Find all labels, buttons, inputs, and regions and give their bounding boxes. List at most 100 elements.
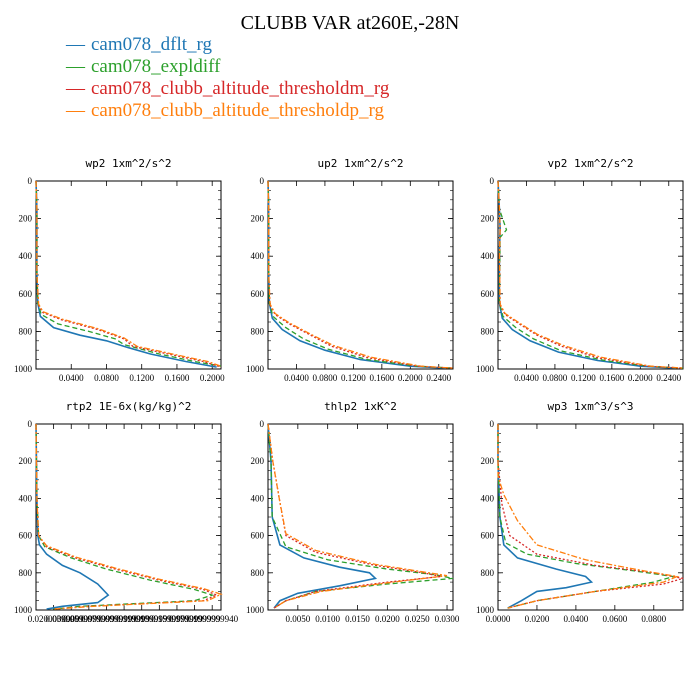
x-tick-label: 0.0300	[435, 614, 460, 624]
x-tick-label: 0.0999999999	[98, 614, 150, 624]
chart-title: rtp2 1E-6x(kg/kg)^2	[66, 400, 192, 413]
legend: — cam078_dflt_rg — cam078_expldiff — cam078…	[66, 34, 389, 122]
x-tick-label: 0.0200	[375, 614, 400, 624]
x-tick-label: 0.0250	[405, 614, 430, 624]
chart-panel: rtp2 1E-6x(kg/kg)^2 0 200 400 600 800 10000.02…	[14, 400, 239, 624]
y-tick-label: 1000	[476, 364, 495, 374]
y-tick-label: 200	[251, 214, 265, 224]
y-tick-label: 800	[19, 326, 33, 336]
y-tick-label: 800	[481, 568, 495, 578]
legend-label: cam078_dflt_rg	[91, 34, 213, 55]
y-tick-label: 400	[481, 493, 495, 503]
y-tick-label: 1000	[246, 364, 265, 374]
y-tick-label: 0	[28, 176, 33, 186]
series-line	[35, 423, 215, 610]
y-tick-label: 600	[481, 289, 495, 299]
x-tick-label: 0.0599999999	[63, 614, 115, 624]
series-line	[497, 180, 676, 369]
legend-swatch: —	[66, 100, 85, 121]
y-tick-label: 600	[251, 289, 265, 299]
legend-label: cam078_clubb_altitude_thresholdp_rg	[91, 100, 385, 121]
chart-panel: wp2 1xm^2/s^2 0 200 400 600 800 1000 0.0400 0.08…	[14, 157, 225, 383]
y-tick-label: 1000	[476, 605, 495, 615]
series-line	[497, 424, 674, 609]
series-line	[267, 180, 454, 369]
x-tick-label: 0.2000	[398, 373, 423, 383]
x-tick-label: 0.0400	[514, 373, 539, 383]
series-line	[267, 180, 446, 369]
chart-title: wp3 1xm^3/s^3	[547, 400, 633, 413]
y-tick-label: 400	[251, 493, 265, 503]
chart-panel: up2 1xm^2/s^2 0 200 400 600 800 1000 0.0400 0.08…	[246, 157, 454, 383]
chart-title: vp2 1xm^2/s^2	[547, 157, 633, 170]
x-tick-label: 0.0150	[345, 614, 370, 624]
legend-label: cam078_clubb_altitude_thresholdm_rg	[91, 78, 390, 99]
x-tick-label: 0.1600	[599, 373, 624, 383]
x-tick-label: 0.2000	[628, 373, 653, 383]
x-tick-label: 0.1799999999	[169, 614, 221, 624]
series-line	[267, 423, 448, 609]
y-tick-label: 0	[260, 176, 265, 186]
x-tick-label: 0.0400	[59, 373, 84, 383]
plot-frame	[35, 423, 222, 611]
plot-frame	[267, 180, 454, 370]
x-tick-label: 0.0399999999	[45, 614, 97, 624]
x-tick-label: 0.0100	[315, 614, 340, 624]
y-tick-label: 800	[251, 568, 265, 578]
legend-item-expldiff: — cam078_expldiff	[66, 56, 389, 78]
x-tick-label: 0.0800	[313, 373, 338, 383]
chart-title: up2 1xm^2/s^2	[317, 157, 403, 170]
legend-swatch: —	[66, 78, 85, 99]
x-tick-label: 0.0400	[284, 373, 309, 383]
x-tick-label: 0.1600	[165, 373, 190, 383]
y-tick-label: 800	[481, 326, 495, 336]
y-tick-label: 400	[19, 251, 33, 261]
series-line	[267, 180, 454, 369]
chart-title: wp2 1xm^2/s^2	[85, 157, 171, 170]
x-tick-label: 0.1199999999	[116, 614, 168, 624]
x-tick-label: 0.2400	[656, 373, 681, 383]
x-tick-label: 0.0800	[94, 373, 119, 383]
legend-swatch: —	[66, 56, 85, 77]
y-tick-label: 0	[28, 419, 33, 429]
series-line	[267, 423, 378, 609]
y-tick-label: 1000	[14, 364, 33, 374]
x-tick-label: 0.0400	[564, 614, 589, 624]
y-tick-label: 600	[19, 531, 33, 541]
series-line	[497, 424, 594, 609]
y-tick-label: 600	[19, 289, 33, 299]
x-tick-label: 0.0050	[285, 614, 310, 624]
y-tick-label: 0	[490, 176, 495, 186]
legend-item-thresholdp: — cam078_clubb_altitude_thresholdp_rg	[66, 100, 389, 122]
x-tick-label: 0.0800	[543, 373, 568, 383]
chart-panel: thlp2 1xK^2 0 200 400 600 800 1000 0.0050 0.0100…	[246, 400, 460, 624]
x-tick-label: 0.1200	[571, 373, 596, 383]
plot-frame	[35, 180, 222, 370]
x-tick-label: 0.1200	[341, 373, 366, 383]
series-line	[497, 424, 680, 609]
series-line	[267, 180, 454, 369]
legend-label: cam078_expldiff	[91, 56, 221, 77]
series-line	[497, 180, 684, 369]
x-tick-label: 0.1999999940	[186, 614, 238, 624]
y-tick-label: 600	[251, 531, 265, 541]
x-tick-label: 0.1200	[129, 373, 154, 383]
x-tick-label: 0.0800	[641, 614, 666, 624]
x-tick-label: 0.0200	[525, 614, 550, 624]
x-tick-label: 0.1599999999	[151, 614, 203, 624]
x-tick-label: 0.0000	[486, 614, 511, 624]
legend-swatch: —	[66, 34, 85, 55]
y-tick-label: 1000	[246, 605, 265, 615]
series-line	[35, 423, 219, 610]
y-tick-label: 200	[481, 456, 495, 466]
series-line	[35, 423, 110, 610]
x-tick-label: 0.2000	[200, 373, 225, 383]
x-tick-label: 0.0600	[602, 614, 627, 624]
legend-item-thresholdm: — cam078_clubb_altitude_thresholdm_rg	[66, 78, 389, 100]
series-line	[497, 180, 684, 369]
figure-title: CLUBB VAR at260E,-28N	[240, 12, 460, 34]
series-line	[35, 180, 222, 368]
x-tick-label: 0.0200000000	[28, 614, 80, 624]
